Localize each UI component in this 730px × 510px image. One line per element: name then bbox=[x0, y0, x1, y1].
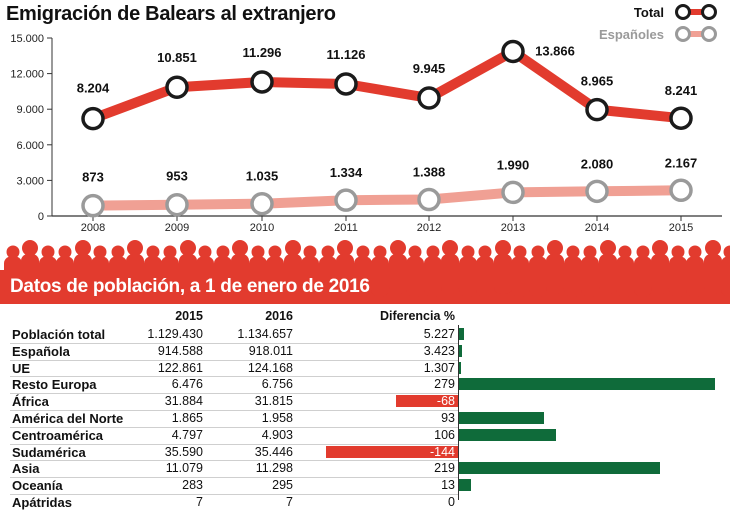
value-2016: 124.168 bbox=[213, 361, 293, 376]
diff-bar-positive bbox=[459, 345, 462, 357]
row-label: Oceanía bbox=[12, 478, 63, 493]
value-2015: 11.079 bbox=[123, 461, 203, 476]
diff-value: 279 bbox=[375, 377, 455, 392]
value-2015: 6.476 bbox=[123, 377, 203, 392]
value-2015: 122.861 bbox=[123, 361, 203, 376]
value-2016: 11.298 bbox=[213, 461, 293, 476]
header-diferencia: Diferencia % bbox=[345, 309, 455, 324]
value-2016: 31.815 bbox=[213, 394, 293, 409]
row-label: Asia bbox=[12, 461, 39, 476]
diff-bar-positive bbox=[459, 412, 544, 424]
diff-value: -68 bbox=[375, 394, 455, 409]
header-2015: 2015 bbox=[143, 309, 203, 324]
value-2016: 1.958 bbox=[213, 411, 293, 426]
value-2015: 1.129.430 bbox=[123, 327, 203, 342]
diff-value: 93 bbox=[375, 411, 455, 426]
value-2016: 295 bbox=[213, 478, 293, 493]
value-2015: 4.797 bbox=[123, 428, 203, 443]
row-label: Centroamérica bbox=[12, 428, 103, 443]
value-2015: 35.590 bbox=[123, 445, 203, 460]
value-2015: 914.588 bbox=[123, 344, 203, 359]
value-2016: 35.446 bbox=[213, 445, 293, 460]
diff-value: 3.423 bbox=[375, 344, 455, 359]
row-label: África bbox=[12, 394, 49, 409]
diff-value: 219 bbox=[375, 461, 455, 476]
row-label: América del Norte bbox=[12, 411, 123, 426]
row-label: Española bbox=[12, 344, 70, 359]
diff-value: 0 bbox=[375, 495, 455, 510]
row-label: UE bbox=[12, 361, 30, 376]
diff-bar-positive bbox=[459, 462, 660, 474]
diff-value: 13 bbox=[375, 478, 455, 493]
diff-value: 1.307 bbox=[375, 361, 455, 376]
value-2015: 31.884 bbox=[123, 394, 203, 409]
value-2016: 1.134.657 bbox=[213, 327, 293, 342]
diff-bar-positive bbox=[459, 378, 715, 390]
diff-value: 5.227 bbox=[375, 327, 455, 342]
diff-value: 106 bbox=[375, 428, 455, 443]
row-label: Sudamérica bbox=[12, 445, 86, 460]
value-2015: 7 bbox=[123, 495, 203, 510]
diff-bar-positive bbox=[459, 328, 464, 340]
value-2016: 7 bbox=[213, 495, 293, 510]
diff-bar-positive bbox=[459, 479, 471, 491]
diff-bar-positive bbox=[459, 362, 461, 374]
value-2016: 6.756 bbox=[213, 377, 293, 392]
row-label: Población total bbox=[12, 327, 105, 342]
row-label: Apátridas bbox=[12, 495, 72, 510]
header-2016: 2016 bbox=[233, 309, 293, 324]
row-label: Resto Europa bbox=[12, 377, 97, 392]
value-2016: 918.011 bbox=[213, 344, 293, 359]
value-2015: 1.865 bbox=[123, 411, 203, 426]
value-2016: 4.903 bbox=[213, 428, 293, 443]
diff-value: -144 bbox=[375, 445, 455, 460]
value-2015: 283 bbox=[123, 478, 203, 493]
diff-bar-positive bbox=[459, 429, 556, 441]
